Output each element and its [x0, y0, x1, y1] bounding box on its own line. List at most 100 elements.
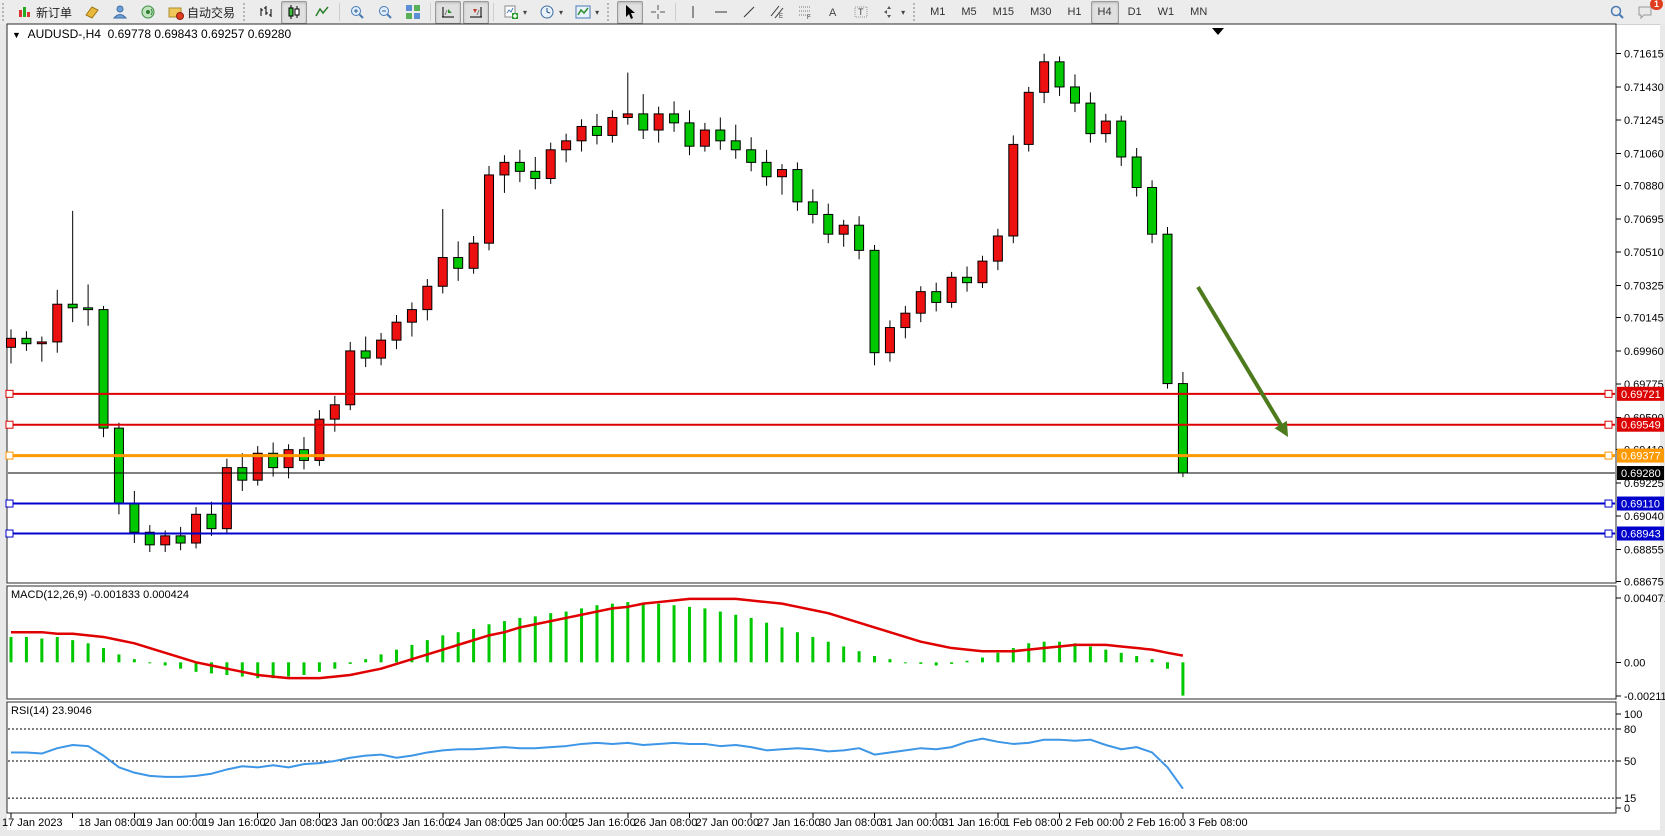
time-axis-label[interactable]: 1 Feb 08:00 [1004, 817, 1063, 829]
signals-button[interactable] [135, 1, 161, 24]
time-axis-label[interactable]: 20 Jan 08:00 [264, 817, 328, 829]
time-axis-label[interactable]: 23 Jan 16:00 [387, 817, 451, 829]
line-handle[interactable] [1604, 389, 1613, 398]
macd-histogram-bar [657, 603, 661, 663]
macd-histogram-bar [9, 636, 13, 663]
time-axis-label[interactable]: 2 Feb 00:00 [1066, 817, 1125, 829]
time-axis-label[interactable]: 3 Feb 08:00 [1189, 817, 1248, 829]
cursor-button[interactable] [617, 0, 644, 24]
candle-body [591, 125, 602, 136]
time-axis-label[interactable]: 25 Jan 16:00 [572, 817, 636, 829]
time-axis-label[interactable]: 2 Feb 16:00 [1127, 817, 1186, 829]
new-chart-button[interactable]: ▾ [498, 1, 532, 24]
line-handle[interactable] [5, 499, 14, 508]
collapse-triangle-icon[interactable]: ▼ [12, 30, 21, 40]
macd-histogram-bar [765, 622, 769, 663]
trend-arrow[interactable] [1196, 285, 1283, 427]
macd-histogram-bar [903, 662, 907, 664]
timeframe-m1[interactable]: M1 [930, 6, 946, 18]
zoom-group [343, 0, 427, 24]
timeframe-w1[interactable]: W1 [1157, 6, 1175, 18]
new-order-button[interactable]: 新订单 [12, 1, 77, 24]
timeframe-h1[interactable]: H1 [1067, 6, 1082, 18]
candle-body [715, 129, 726, 142]
trendline-button[interactable] [736, 1, 762, 24]
time-axis-label[interactable]: 23 Jan 00:00 [325, 817, 389, 829]
time-axis-label[interactable]: 18 Jan 08:00 [79, 817, 143, 829]
price-tag-label: 0.69110 [1621, 499, 1660, 511]
line-handle[interactable] [5, 451, 14, 460]
auto-trading-button[interactable]: 自动交易 [163, 1, 240, 24]
timeframe-m30[interactable]: M30 [1030, 6, 1052, 18]
time-axis-label[interactable]: 24 Jan 08:00 [449, 817, 513, 829]
channel-button[interactable]: E [764, 1, 790, 24]
tile-windows-button[interactable] [400, 1, 426, 24]
auto-scroll-button[interactable] [435, 0, 462, 24]
chart-shift-button[interactable] [463, 0, 490, 24]
text-button[interactable]: A [820, 1, 846, 24]
arrows-button[interactable]: ▾ [876, 1, 910, 24]
zoom-in-icon [351, 6, 364, 19]
zoom-out-button[interactable] [372, 1, 398, 24]
time-axis-label[interactable]: 27 Jan 00:00 [695, 817, 759, 829]
horizontal-line-icon [715, 11, 728, 13]
line-handle[interactable] [1604, 499, 1613, 508]
candle-body [175, 535, 186, 544]
timeframe-m15[interactable]: M15 [992, 6, 1015, 18]
timeframe-h4[interactable]: H4 [1090, 0, 1119, 24]
macd-histogram-bar [425, 640, 429, 663]
arrows-icon [884, 6, 892, 18]
line-handle[interactable] [1604, 529, 1613, 538]
trend-arrow-head[interactable] [1274, 420, 1288, 437]
time-axis-label[interactable]: 30 Jan 08:00 [819, 817, 883, 829]
candlestick-chart-button[interactable] [281, 0, 308, 24]
line-chart-button[interactable] [309, 1, 335, 24]
address-book-button[interactable] [79, 1, 105, 24]
fibonacci-button[interactable]: F [792, 1, 818, 24]
candle-body [376, 339, 387, 359]
horizontal-line-button[interactable] [708, 1, 734, 24]
time-axis-label[interactable]: 19 Jan 16:00 [202, 817, 266, 829]
time-axis-label[interactable]: 31 Jan 16:00 [942, 817, 1006, 829]
macd-histogram-bar [456, 632, 460, 663]
macd-histogram-bar [580, 608, 584, 663]
macd-histogram-bar [271, 662, 275, 679]
indicators-button[interactable]: ▾ [570, 1, 604, 24]
time-axis-label[interactable]: 25 Jan 00:00 [510, 817, 574, 829]
timeframe-m5[interactable]: M5 [961, 6, 977, 18]
candle-body [1054, 61, 1065, 88]
svg-text:T: T [858, 7, 864, 17]
bars-chart-button[interactable] [253, 1, 279, 24]
time-axis-label[interactable]: 27 Jan 16:00 [757, 817, 821, 829]
candle-body [761, 161, 772, 178]
price-tag [1617, 496, 1664, 511]
candle-body [360, 350, 371, 359]
profiles-button[interactable]: ▾ [534, 1, 568, 24]
macd-histogram-bar [980, 657, 984, 663]
price-axis-label: 0.70510 [1624, 247, 1664, 259]
macd-histogram-bar [86, 643, 90, 663]
chart-shift-marker-icon[interactable] [1212, 28, 1224, 35]
line-handle[interactable] [5, 420, 14, 429]
notifications-button[interactable]: 1 [1632, 0, 1663, 24]
line-handle[interactable] [5, 529, 14, 538]
time-axis-label[interactable]: 17 Jan 2023 [2, 817, 63, 829]
line-handle[interactable] [1604, 420, 1613, 429]
line-handle[interactable] [1604, 451, 1613, 460]
search-button[interactable] [1604, 1, 1630, 24]
time-axis-label[interactable]: 26 Jan 08:00 [634, 817, 698, 829]
candle-body [992, 235, 1003, 262]
crosshair-button[interactable] [645, 1, 671, 24]
time-axis-label[interactable]: 19 Jan 00:00 [140, 817, 204, 829]
community-button[interactable] [107, 1, 133, 24]
text-label-button[interactable]: T [848, 1, 874, 24]
candle-body [730, 140, 741, 151]
line-handle[interactable] [5, 389, 14, 398]
time-axis-label[interactable]: 31 Jan 00:00 [881, 817, 945, 829]
candle-body [129, 503, 140, 533]
timeframe-mn[interactable]: MN [1190, 6, 1208, 18]
zoom-in-button[interactable] [344, 1, 370, 24]
timeframe-d1[interactable]: D1 [1127, 6, 1142, 18]
vertical-line-button[interactable] [680, 1, 706, 24]
candle-body [453, 257, 464, 269]
